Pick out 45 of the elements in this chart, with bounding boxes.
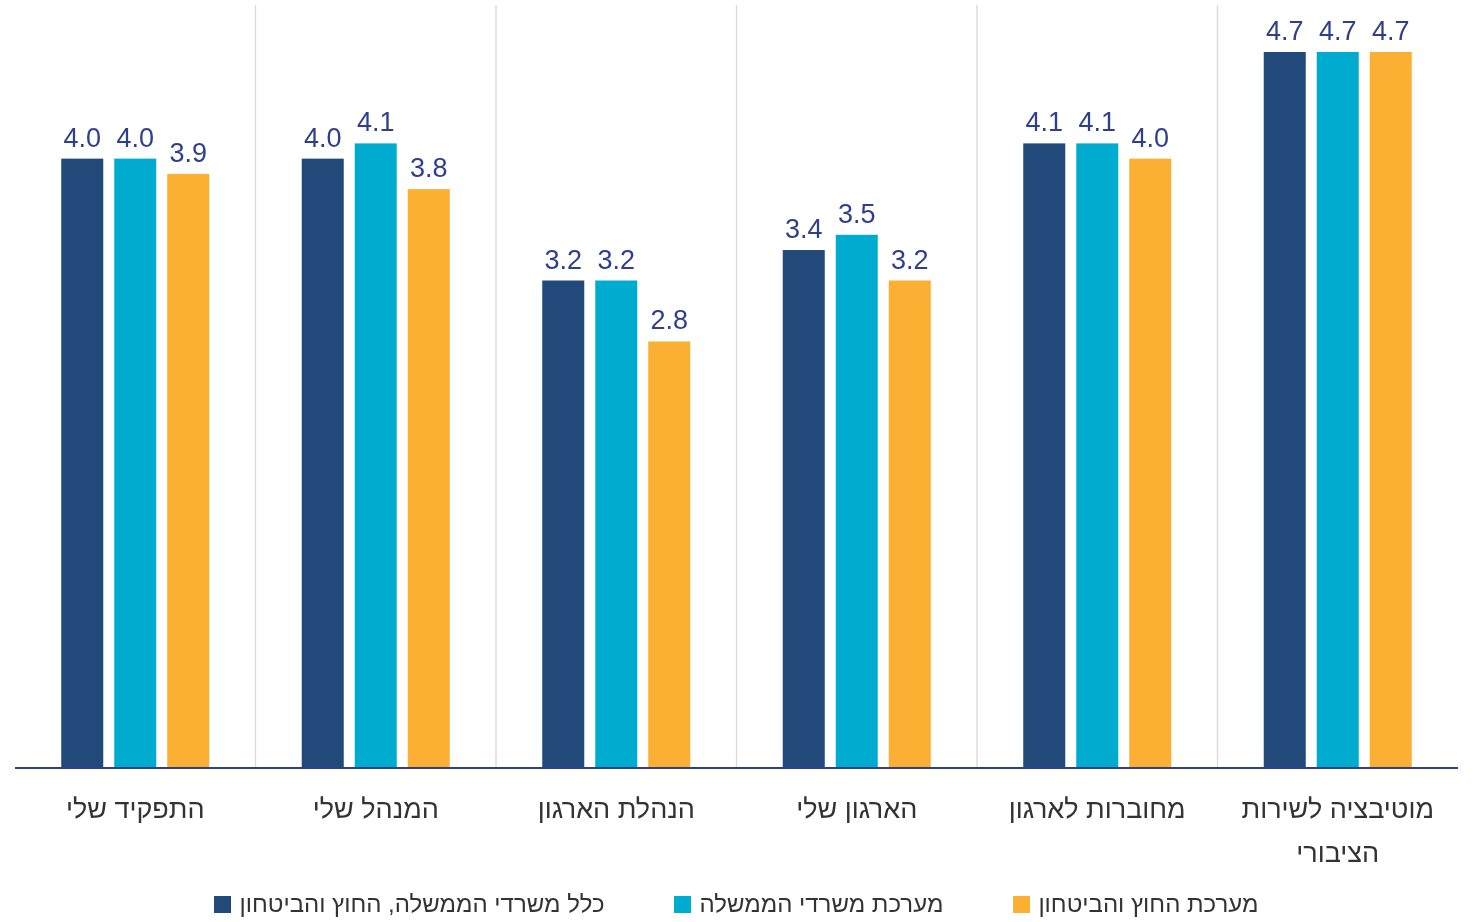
- data-label: 4.7: [1265, 16, 1304, 46]
- legend-label: מערכת משרדי הממשלה: [699, 890, 944, 918]
- bar: [542, 280, 585, 768]
- data-label: 3.9: [169, 137, 208, 168]
- bar: [782, 250, 825, 768]
- x-tick-label: מוטיבציה לשירות הציבורי: [1241, 794, 1434, 868]
- legend-label: כלל משרדי הממשלה, החוץ והביטחון: [239, 890, 605, 918]
- bar: [301, 158, 344, 768]
- data-label: 4.0: [1131, 122, 1170, 153]
- data-label: 2.8: [650, 305, 689, 336]
- data-label: 4.1: [1078, 107, 1117, 138]
- bar: [835, 234, 878, 768]
- bar: [407, 189, 450, 768]
- data-label: 4.7: [1371, 16, 1410, 46]
- data-label: 4.1: [356, 107, 395, 138]
- data-label: 3.4: [784, 214, 823, 245]
- data-label: 4.0: [303, 122, 342, 153]
- bar: [1263, 52, 1306, 768]
- bar: [1129, 158, 1172, 768]
- data-label: 3.2: [890, 244, 929, 275]
- bar: [114, 158, 157, 768]
- legend-label: מערכת החוץ והביטחון: [1038, 890, 1259, 918]
- x-tick-label: הנהלת הארגון: [537, 794, 695, 824]
- x-tick-label: הארגון שלי: [796, 794, 918, 824]
- data-label: 3.2: [544, 244, 583, 275]
- bar: [1316, 52, 1359, 768]
- data-label: 4.0: [116, 122, 155, 153]
- bar: [1369, 52, 1412, 768]
- bar: [888, 280, 931, 768]
- x-tick-label: המנהל שלי: [312, 794, 439, 824]
- bar: [648, 341, 691, 768]
- data-label: 3.8: [409, 153, 448, 184]
- data-label: 4.0: [63, 122, 102, 153]
- data-label: 3.5: [837, 198, 876, 229]
- bar: [167, 173, 210, 768]
- x-tick-label: מחוברות לארגון: [1008, 794, 1186, 824]
- data-label: 3.2: [597, 244, 636, 275]
- data-label: 4.1: [1025, 107, 1064, 138]
- bar: [595, 280, 638, 768]
- bar: [61, 158, 104, 768]
- data-label: 4.7: [1318, 16, 1357, 46]
- x-tick-label: התפקיד שלי: [65, 794, 205, 824]
- bar: [1076, 143, 1119, 768]
- bar: [1023, 143, 1066, 768]
- bar: [354, 143, 397, 768]
